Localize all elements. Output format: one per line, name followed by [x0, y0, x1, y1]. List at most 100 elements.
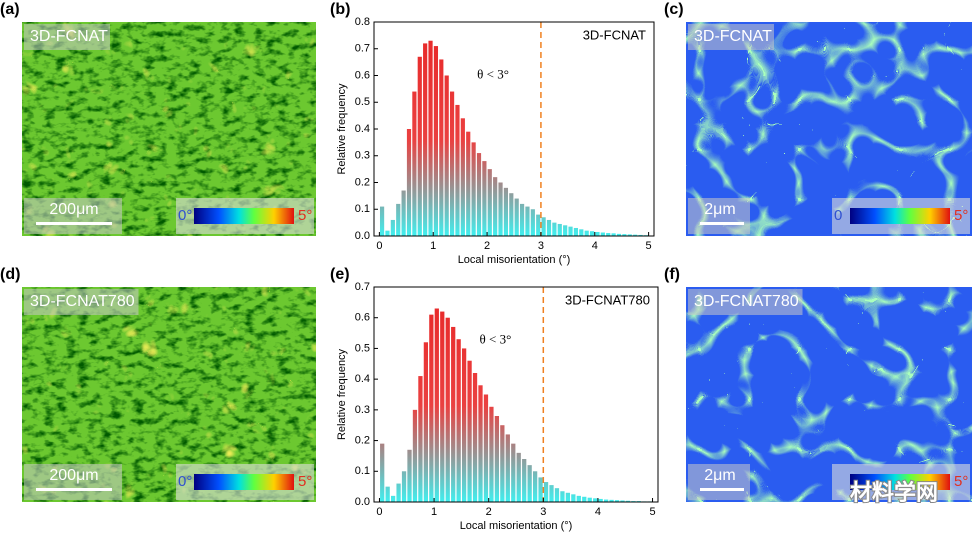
y-tick-label: 0.1 — [355, 203, 370, 215]
y-tick-label: 0.7 — [355, 281, 370, 293]
bar — [429, 314, 434, 502]
scale-box — [688, 198, 750, 234]
bar — [549, 485, 554, 502]
scale-box — [24, 198, 122, 234]
bar — [563, 225, 568, 236]
watermark: 材料学网 — [850, 480, 938, 505]
x-tick-label: 0 — [376, 240, 382, 252]
label-box — [24, 24, 110, 50]
bar — [611, 233, 616, 236]
bar — [557, 223, 562, 236]
x-axis-label: Local misorientation (°) — [458, 254, 571, 266]
colorbar — [194, 208, 294, 224]
bar — [445, 317, 450, 502]
label-box — [688, 24, 774, 50]
image-label: 3D-FCNAT — [694, 28, 772, 45]
x-axis-label: Local misorientation (°) — [460, 520, 573, 532]
bar — [627, 234, 632, 236]
bar — [390, 219, 395, 236]
series-label: 3D-FCNAT — [583, 27, 646, 42]
series-label: 3D-FCNAT780 — [565, 292, 650, 307]
colorbar-label: 5° — [954, 473, 968, 490]
bar — [622, 234, 627, 236]
bar — [589, 231, 595, 236]
bar — [554, 488, 560, 502]
bar — [423, 342, 429, 502]
scale-box — [688, 464, 750, 500]
bar — [527, 465, 532, 502]
y-tick-label: 0.3 — [355, 404, 370, 416]
bar — [530, 209, 535, 236]
scale-text: 2μm — [704, 467, 735, 484]
x-tick-label: 3 — [540, 506, 546, 518]
colorbar-label: 0 — [834, 207, 842, 224]
bar — [467, 360, 472, 502]
annotation: θ < 3° — [480, 332, 512, 347]
panel-label: (a) — [0, 1, 20, 18]
bar — [568, 226, 573, 236]
scale-text: 200μm — [49, 467, 98, 484]
bar — [606, 233, 611, 236]
bar — [503, 187, 509, 236]
bar — [471, 142, 476, 236]
bar — [532, 471, 538, 502]
x-tick-label: 5 — [646, 240, 652, 252]
y-axis-label: Relative frequency — [336, 348, 348, 440]
y-axis-label: Relative frequency — [336, 83, 348, 175]
bar — [498, 182, 503, 236]
x-tick-label: 1 — [430, 240, 436, 252]
x-tick-label: 4 — [592, 240, 598, 252]
image-label: 3D-FCNAT — [30, 28, 108, 45]
bar — [584, 230, 589, 236]
scale-text: 2μm — [704, 201, 735, 218]
bar — [385, 230, 390, 236]
y-tick-label: 0.6 — [355, 69, 370, 81]
bar — [401, 190, 406, 236]
bar — [428, 40, 433, 236]
annotation: θ < 3° — [477, 66, 509, 81]
bar — [401, 471, 407, 502]
scale-bar — [36, 222, 112, 225]
bar — [440, 311, 445, 502]
scale-text: 200μm — [49, 201, 98, 218]
bar — [576, 495, 581, 502]
y-tick-label: 0.0 — [355, 496, 370, 508]
bar — [638, 234, 643, 236]
colorbar — [194, 474, 294, 490]
bar — [434, 308, 439, 502]
panel-label: (d) — [0, 266, 20, 283]
x-tick-label: 2 — [486, 506, 492, 518]
bar — [466, 131, 471, 236]
bar — [582, 496, 587, 502]
bar — [412, 91, 417, 236]
bar — [509, 193, 514, 236]
bar — [433, 46, 439, 237]
bar — [489, 406, 494, 502]
bar — [494, 416, 500, 502]
bar — [418, 376, 423, 502]
bar — [379, 206, 385, 236]
bar — [483, 394, 489, 502]
bar — [412, 409, 418, 502]
bar — [600, 232, 605, 236]
y-tick-label: 0.5 — [355, 96, 370, 108]
bar — [546, 219, 552, 236]
bar — [616, 233, 622, 236]
colorbar-label: 5° — [298, 473, 312, 490]
bar — [598, 498, 603, 502]
y-tick-label: 0.5 — [355, 342, 370, 354]
bar — [476, 153, 482, 236]
bar — [538, 477, 543, 502]
scale-bar — [700, 488, 744, 491]
bar — [516, 452, 521, 502]
y-tick-label: 0.3 — [355, 150, 370, 162]
x-tick-label: 2 — [484, 240, 490, 252]
bar — [455, 104, 460, 236]
bar — [493, 177, 498, 236]
colorbar-label: 5° — [298, 207, 312, 224]
image-label: 3D-FCNAT780 — [694, 293, 799, 310]
bar — [620, 500, 625, 502]
bar — [449, 91, 455, 236]
bar — [514, 198, 519, 236]
